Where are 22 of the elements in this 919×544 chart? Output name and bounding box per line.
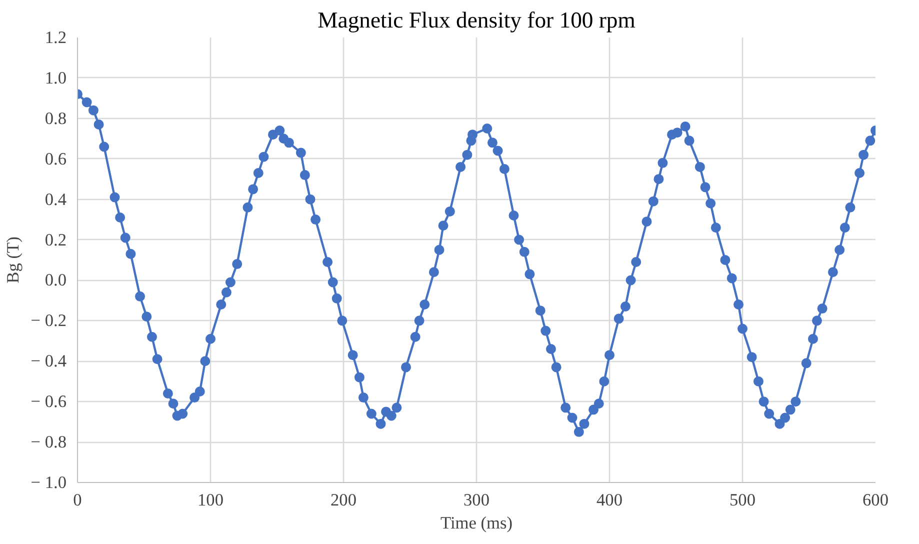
chart-title: Magnetic Flux density for 100 rpm xyxy=(318,8,636,32)
y-tick-label: 1.0 xyxy=(44,68,67,88)
y-tick-label: 0.2 xyxy=(44,230,67,250)
y-tick-label: 0.8 xyxy=(44,108,67,128)
x-tick-label: 400 xyxy=(596,490,623,510)
y-tick-label: − 1.0 xyxy=(30,473,66,492)
y-tick-label: − 0.6 xyxy=(30,392,67,412)
x-tick-label: 500 xyxy=(730,490,756,510)
x-axis-title: Time (ms) xyxy=(440,514,513,532)
x-tick-label: 200 xyxy=(330,490,357,510)
y-tick-label: 0.4 xyxy=(44,190,67,209)
y-tick-label: 0.0 xyxy=(44,270,67,290)
y-tick-label: 1.2 xyxy=(44,28,67,47)
y-tick-label: − 0.2 xyxy=(30,311,66,330)
x-tick-label: 600 xyxy=(862,490,889,510)
x-tick-label: 0 xyxy=(73,490,82,510)
y-tick-label: 0.6 xyxy=(44,149,67,168)
y-tick-label: − 0.8 xyxy=(30,432,66,452)
y-tick-label: − 0.4 xyxy=(30,352,67,371)
x-tick-label: 300 xyxy=(464,490,490,510)
y-axis-title: Bg (T) xyxy=(4,236,23,284)
x-tick-label: 100 xyxy=(198,490,224,510)
